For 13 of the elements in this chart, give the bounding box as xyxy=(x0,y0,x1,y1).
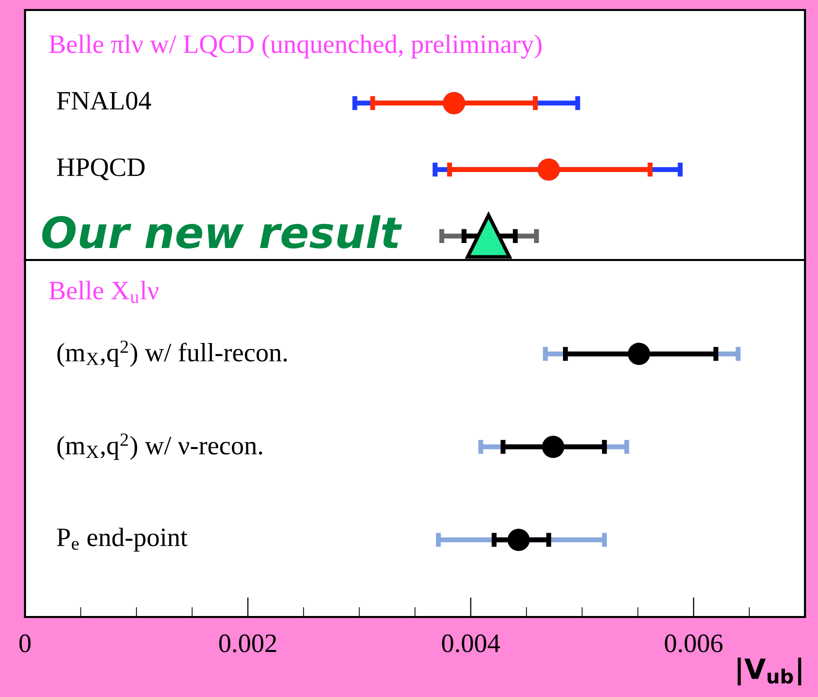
text: Belle X$_{u}$lν xyxy=(49,280,158,304)
x-tick-label: 0 xyxy=(19,634,31,652)
x-tick-label: 0.006 xyxy=(664,634,722,652)
y-tick-label: P$_{e}$ end-point xyxy=(56,528,188,552)
x-tick-label: 0.002 xyxy=(219,634,276,652)
y-tick-label: (m$_{X}$,q$^{2}$) w/ ν-recon. xyxy=(57,434,262,460)
text: Belle πlν w/ LQCD (unquenched, preliminary) xyxy=(49,34,542,59)
y-tick-label: (m$_{X}$,q$^{2}$) w/ full-recon. xyxy=(57,340,287,367)
category-label: FNAL04 xyxy=(56,92,152,110)
category-label: Our new result xyxy=(42,215,402,249)
category-label: HPQCD xyxy=(56,158,145,180)
x-axis-title: |V$_{ub}$| xyxy=(738,658,802,686)
x-tick-label: 0.004 xyxy=(442,634,500,652)
